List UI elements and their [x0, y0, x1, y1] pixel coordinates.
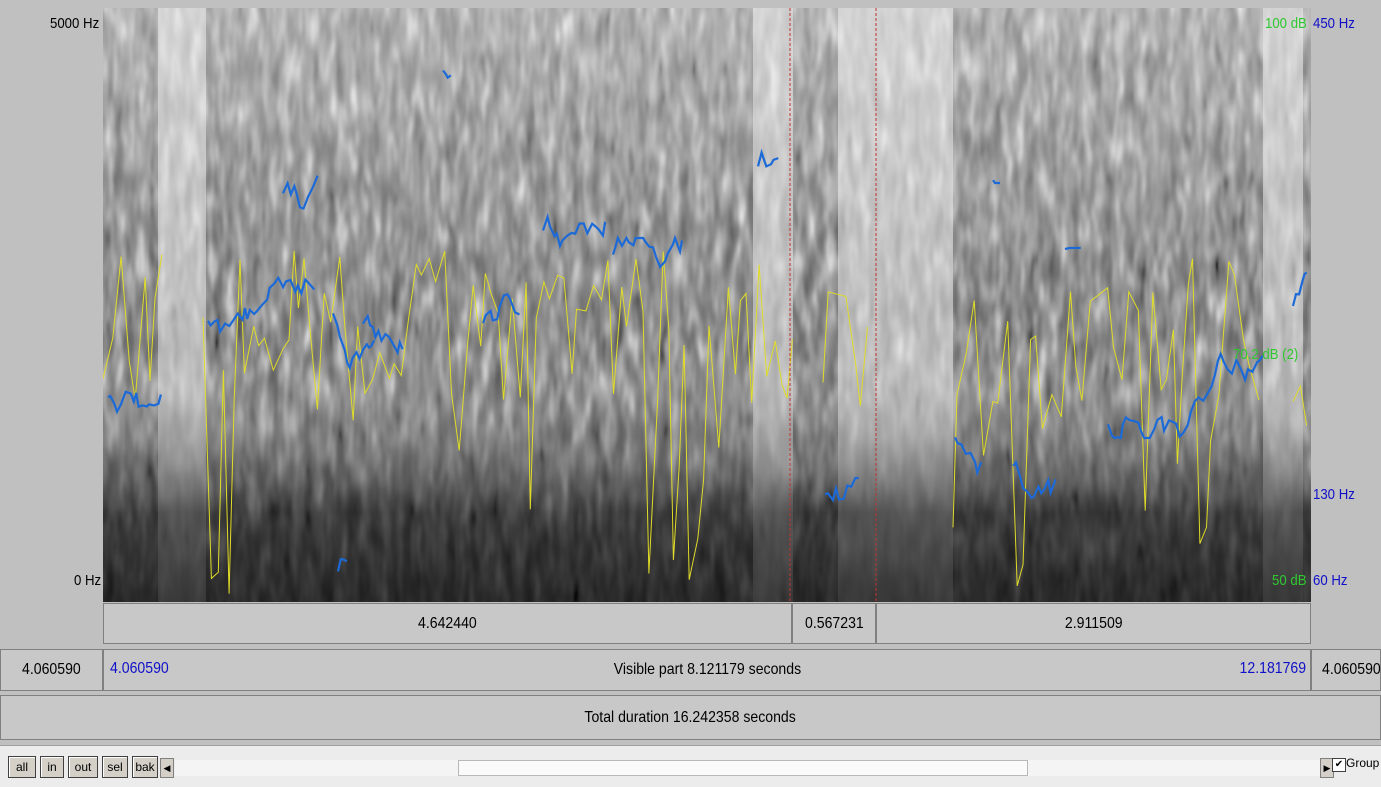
db-mid-value: 70.2 dB — [1233, 346, 1279, 363]
zoom-out-button[interactable]: out — [68, 756, 98, 778]
pitch-bottom-label: 60 Hz — [1313, 572, 1348, 589]
pitch-segment — [282, 175, 319, 210]
pitch-intensity-axis: 450 Hz 130 Hz 60 Hz — [1311, 0, 1381, 602]
db-mid-suffix: (2) — [1282, 346, 1299, 363]
db-bottom-label: 50 dB — [1272, 572, 1307, 589]
zoom-selection-button[interactable]: sel — [102, 756, 128, 778]
pitch-segment — [1064, 246, 1081, 251]
pitch-segment — [611, 234, 684, 269]
bottom-toolbar: all in out sel bak ◀ ▶ ✔ Group — [0, 745, 1381, 787]
group-label: Group — [1346, 756, 1380, 770]
freq-bottom-label: 0 Hz — [74, 572, 102, 589]
pitch-segment — [331, 313, 376, 372]
freq-top-label: 5000 Hz — [50, 15, 100, 32]
pitch-mid-label: 130 Hz — [1313, 486, 1355, 503]
pitch-segment — [336, 557, 348, 572]
pitch-segment — [442, 69, 452, 80]
pitch-top-label: 450 Hz — [1313, 15, 1355, 32]
pitch-segment — [107, 390, 162, 415]
before-selection-duration[interactable]: 4.642440 — [103, 603, 792, 644]
zoom-back-button[interactable]: bak — [132, 756, 158, 778]
pitch-segment — [953, 436, 983, 477]
zoom-in-button[interactable]: in — [40, 756, 64, 778]
after-selection-duration[interactable]: 2.911509 — [876, 603, 1311, 644]
scrollbar-thumb[interactable] — [458, 760, 1028, 776]
visible-left-outer[interactable]: 4.060590 — [0, 649, 103, 691]
spectrogram-view[interactable] — [103, 8, 1311, 602]
pitch-segment — [481, 293, 520, 324]
intensity-segment — [952, 258, 1260, 587]
intensity-segment — [822, 291, 868, 407]
frequency-axis: 5000 Hz 0 Hz — [0, 0, 103, 602]
selection-duration[interactable]: 0.567231 — [792, 603, 876, 644]
pitch-segment — [207, 275, 316, 335]
pitch-segment — [824, 476, 859, 503]
scroll-left-arrow-icon[interactable]: ◀ — [160, 758, 174, 778]
zoom-all-button[interactable]: all — [8, 756, 36, 778]
pitch-segment — [1012, 459, 1057, 500]
pitch-segment — [1291, 271, 1308, 307]
pitch-segment — [541, 212, 607, 250]
intensity-segment — [1292, 384, 1308, 426]
group-checkbox[interactable]: ✔ — [1332, 758, 1346, 772]
scroll-right-arrow-icon[interactable]: ▶ — [1320, 758, 1334, 778]
visible-start-time: 4.060590 — [110, 660, 169, 677]
pitch-curve — [107, 69, 1308, 572]
horizontal-scrollbar[interactable] — [175, 760, 1320, 776]
pitch-segment — [362, 313, 404, 356]
visible-right-outer[interactable]: 4.060590 — [1311, 649, 1381, 691]
pitch-segment — [1106, 350, 1264, 440]
total-duration-bar[interactable]: Total duration 16.242358 seconds — [0, 695, 1381, 740]
energy-gradient — [103, 8, 1311, 602]
db-mid-label: 70.2 dB (2) — [1233, 346, 1298, 363]
visible-part-bar[interactable]: Visible part 8.121179 seconds — [103, 649, 1311, 691]
pitch-segment — [756, 148, 779, 168]
pitch-segment — [992, 179, 1000, 185]
visible-end-time: 12.181769 — [1239, 660, 1307, 677]
db-top-label: 100 dB — [1265, 15, 1307, 32]
